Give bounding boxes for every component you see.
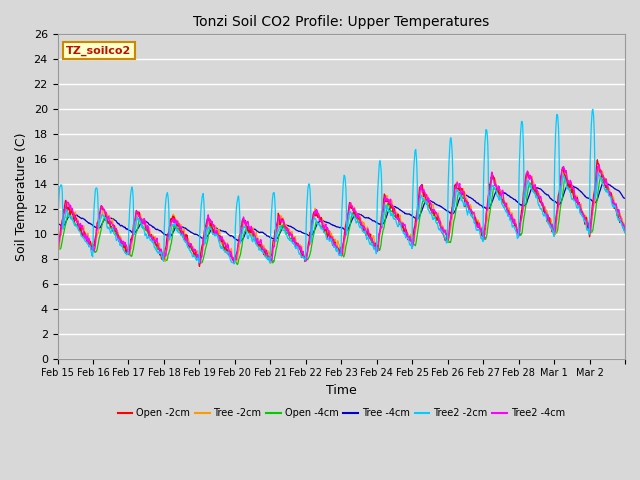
Tree -4cm	[143, 219, 150, 225]
Open -4cm	[54, 244, 61, 250]
Open -2cm	[621, 227, 629, 233]
Open -4cm	[476, 224, 483, 229]
Open -4cm	[621, 225, 629, 230]
Tree -4cm	[559, 195, 566, 201]
Tree -4cm	[621, 195, 629, 201]
Tree -4cm	[327, 221, 335, 227]
Tree2 -2cm	[559, 175, 566, 181]
Tree -2cm	[316, 216, 324, 221]
Tree2 -2cm	[327, 237, 335, 242]
Open -2cm	[327, 233, 335, 239]
Tree -2cm	[327, 233, 335, 239]
Open -2cm	[54, 240, 61, 246]
Line: Tree2 -4cm: Tree2 -4cm	[58, 165, 625, 264]
Tree2 -2cm	[621, 230, 629, 236]
Tree2 -4cm	[614, 209, 622, 215]
Open -4cm	[234, 262, 241, 267]
Tree2 -4cm	[621, 224, 629, 230]
Text: TZ_soilco2: TZ_soilco2	[66, 46, 131, 56]
Legend: Open -2cm, Tree -2cm, Open -4cm, Tree -4cm, Tree2 -2cm, Tree2 -4cm: Open -2cm, Tree -2cm, Open -4cm, Tree -4…	[114, 404, 569, 422]
Tree2 -2cm	[476, 227, 483, 233]
Tree2 -2cm	[143, 233, 150, 239]
Y-axis label: Soil Temperature (C): Soil Temperature (C)	[15, 132, 28, 261]
Tree -2cm	[476, 220, 483, 226]
Open -2cm	[476, 224, 483, 230]
Tree2 -2cm	[614, 217, 622, 223]
Tree -4cm	[316, 218, 324, 224]
Open -2cm	[143, 227, 150, 233]
Tree -4cm	[54, 221, 61, 227]
Tree2 -4cm	[316, 217, 324, 223]
Tree2 -4cm	[54, 244, 61, 250]
Line: Tree -2cm: Tree -2cm	[58, 165, 625, 264]
Tree2 -2cm	[230, 261, 237, 267]
Tree2 -4cm	[476, 220, 483, 226]
Tree -4cm	[614, 188, 622, 193]
Open -4cm	[614, 210, 622, 216]
Tree -2cm	[595, 162, 603, 168]
Tree2 -2cm	[54, 249, 61, 255]
Tree -2cm	[54, 241, 61, 247]
Open -4cm	[327, 236, 335, 242]
Tree -2cm	[559, 173, 566, 179]
Open -4cm	[143, 228, 150, 233]
X-axis label: Time: Time	[326, 384, 356, 397]
Tree -2cm	[621, 223, 629, 228]
Title: Tonzi Soil CO2 Profile: Upper Temperatures: Tonzi Soil CO2 Profile: Upper Temperatur…	[193, 15, 490, 29]
Tree2 -4cm	[196, 261, 204, 266]
Tree -2cm	[143, 225, 150, 231]
Tree -4cm	[601, 178, 609, 184]
Tree -2cm	[614, 209, 622, 215]
Tree2 -4cm	[595, 162, 603, 168]
Open -2cm	[316, 218, 324, 224]
Open -4cm	[316, 223, 324, 228]
Line: Open -2cm: Open -2cm	[58, 160, 625, 266]
Open -4cm	[559, 193, 566, 199]
Tree -2cm	[196, 261, 204, 266]
Tree2 -2cm	[316, 222, 324, 228]
Tree -4cm	[476, 202, 483, 207]
Open -2cm	[196, 264, 204, 269]
Line: Tree -4cm: Tree -4cm	[58, 181, 625, 241]
Tree -4cm	[237, 238, 244, 244]
Open -2cm	[614, 214, 622, 220]
Tree2 -4cm	[327, 235, 335, 241]
Open -2cm	[593, 157, 601, 163]
Line: Open -4cm: Open -4cm	[58, 176, 625, 264]
Open -4cm	[597, 173, 605, 179]
Tree2 -4cm	[559, 167, 566, 173]
Tree2 -2cm	[589, 107, 596, 112]
Tree2 -4cm	[143, 223, 150, 229]
Open -2cm	[559, 164, 566, 170]
Line: Tree2 -2cm: Tree2 -2cm	[58, 109, 625, 264]
